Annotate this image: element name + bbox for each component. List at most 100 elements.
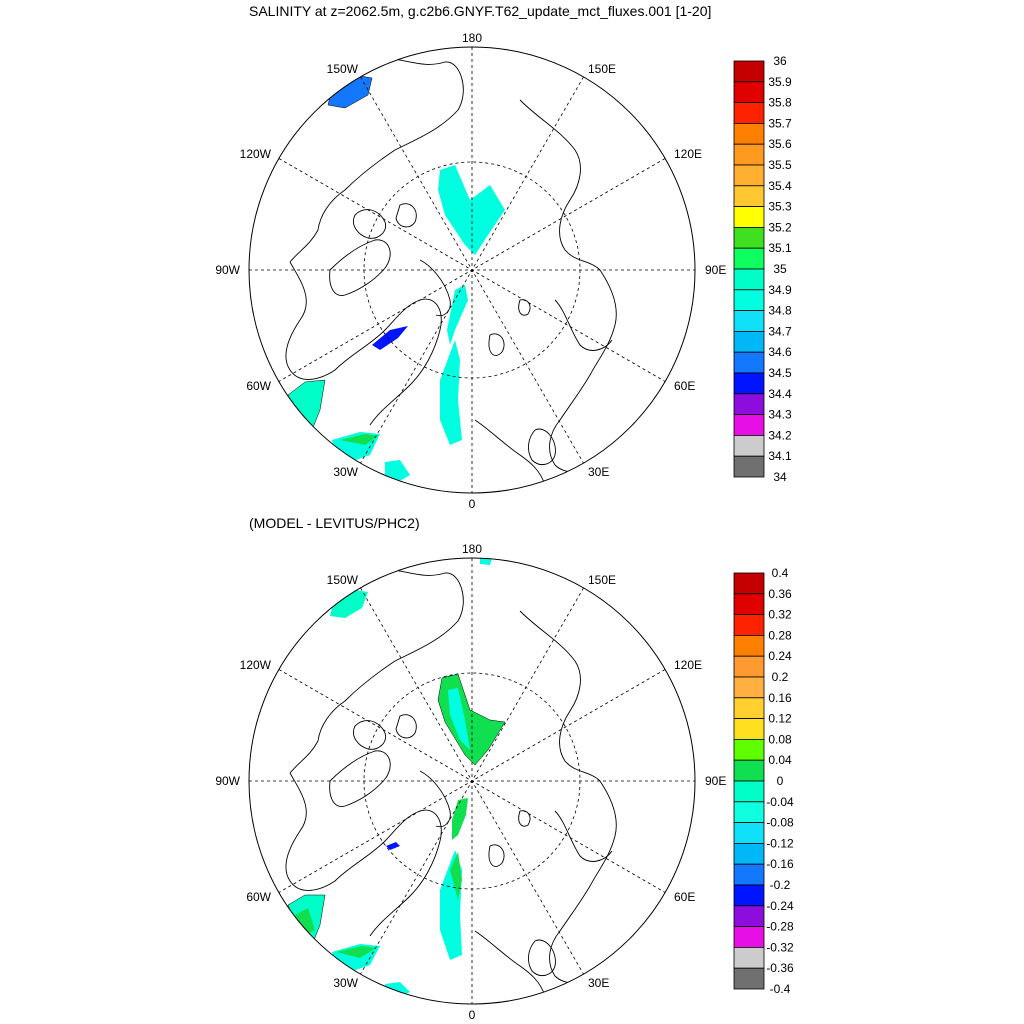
bottom-colorbar-swatch — [733, 676, 765, 699]
bottom-colorbar-swatch — [733, 739, 765, 761]
top-map-content — [285, 58, 617, 486]
top-lon-label-60e: 60E — [674, 379, 695, 393]
top-lon-label-90w: 90W — [215, 263, 240, 277]
bottom-colorbar-tick-label: 0.08 — [768, 732, 792, 746]
top-lon-label-0: 0 — [469, 497, 476, 511]
top-colorbar-tick-label: 34.1 — [768, 449, 792, 463]
top-colorbar-swatch — [733, 310, 765, 332]
top-lon-label-30e: 30E — [588, 465, 609, 479]
top-lon-label-180: 180 — [462, 31, 482, 45]
bottom-colorbar: 0.4 0.36 0.32 0.28 0.24 0.2 0.16 0.12 0.08 0.04 0 -… — [733, 566, 794, 996]
bottom-colorbar-tick-label: 0.12 — [768, 712, 792, 726]
top-map-border — [248, 46, 696, 494]
bottom-colorbar-tick-label: 0.32 — [768, 608, 792, 622]
bottom-colorbar-swatch — [733, 655, 765, 678]
bottom-colorbar-tick-label: -0.08 — [766, 816, 794, 830]
top-colorbar-tick-label: 34.5 — [768, 366, 792, 380]
top-colorbar-tick-label: 35.9 — [768, 75, 792, 89]
top-colorbar-tick-label: 34.3 — [768, 408, 792, 422]
bottom-colorbar-tick-label: -0.36 — [766, 961, 794, 975]
difference-title: (MODEL - LEVITUS/PHC2) — [249, 515, 420, 531]
top-colorbar-tick-label: 35.5 — [768, 158, 792, 172]
bottom-lon-label-90e: 90E — [705, 774, 726, 788]
bottom-colorbar-swatch — [733, 884, 765, 907]
bottom-colorbar-tick-label: -0.16 — [766, 857, 794, 871]
top-colorbar-tick-label: 35 — [773, 262, 787, 276]
bottom-lon-label-150e: 150E — [588, 573, 616, 587]
bottom-lon-label-180: 180 — [462, 542, 482, 556]
bottom-colorbar-swatch — [733, 905, 765, 927]
top-colorbar-tick-label: 35.6 — [768, 137, 792, 151]
top-colorbar-swatch — [733, 206, 765, 228]
bottom-colorbar-swatch — [733, 614, 765, 636]
top-colorbar-swatch — [733, 434, 765, 457]
top-colorbar-swatch — [733, 60, 765, 83]
bottom-colorbar-swatch — [733, 863, 765, 886]
top-lon-label-60w: 60W — [246, 379, 271, 393]
bottom-colorbar-tick-label: 0.36 — [768, 587, 792, 601]
top-colorbar-tick-label: 35.4 — [768, 179, 792, 193]
top-coastlines — [285, 58, 617, 486]
top-colorbar-swatch — [733, 372, 765, 395]
top-colorbar-swatch — [733, 185, 765, 208]
top-colorbar-tick-label: 34.4 — [768, 387, 792, 401]
bottom-colorbar-tick-label: -0.28 — [766, 920, 794, 934]
bottom-lon-label-30e: 30E — [588, 976, 609, 990]
top-colorbar-tick-label: 35.2 — [768, 220, 792, 234]
top-colorbar-tick-label: 36 — [773, 54, 787, 68]
top-colorbar-tick-label: 34.9 — [768, 283, 792, 297]
bottom-colorbar-tick-label: -0.24 — [766, 899, 794, 913]
main-title: SALINITY at z=2062.5m, g.c2b6.GNYF.T62_u… — [249, 3, 712, 19]
bottom-colorbar-tick-label: -0.4 — [770, 982, 791, 996]
top-colorbar-tick-label: 35.3 — [768, 200, 792, 214]
bottom-colorbar-tick-label: 0.28 — [768, 628, 792, 642]
bottom-map-border — [248, 557, 696, 1005]
top-salinity-fills — [287, 74, 505, 482]
bottom-lon-label-90w: 90W — [215, 774, 240, 788]
top-colorbar-swatch — [733, 81, 765, 104]
bottom-colorbar-swatch — [733, 697, 765, 719]
bottom-colorbar-swatch — [733, 926, 765, 948]
top-colorbar-tick-label: 34.7 — [768, 324, 792, 338]
top-colorbar-tick-label: 35.8 — [768, 96, 792, 110]
top-colorbar-tick-label: 34.2 — [768, 428, 792, 442]
bottom-colorbar-tick-label: -0.12 — [766, 836, 794, 850]
top-colorbar-swatch — [733, 393, 765, 415]
bottom-lon-label-150w: 150W — [327, 573, 359, 587]
bottom-lon-label-60w: 60W — [246, 890, 271, 904]
top-colorbar-swatch — [733, 123, 765, 145]
bottom-graticule — [249, 558, 695, 1004]
top-lon-label-90e: 90E — [705, 263, 726, 277]
top-colorbar-tick-label: 35.1 — [768, 241, 792, 255]
bottom-lon-label-0: 0 — [469, 1008, 476, 1022]
top-colorbar-swatch — [733, 268, 765, 291]
top-colorbar-swatch — [733, 455, 765, 478]
top-graticule — [249, 47, 695, 493]
bottom-lon-label-120w: 120W — [240, 658, 272, 672]
top-colorbar: 36 35.9 35.8 35.7 35.6 35.5 35.4 35.3 35.2 35.1 35… — [733, 54, 792, 484]
bottom-colorbar-swatch — [733, 967, 765, 990]
bottom-colorbar-tick-label: -0.04 — [766, 795, 794, 809]
top-colorbar-tick-label: 34.8 — [768, 304, 792, 318]
top-colorbar-swatch — [733, 414, 765, 436]
bottom-colorbar-swatch — [733, 635, 765, 657]
top-colorbar-tick-label: 34.6 — [768, 345, 792, 359]
bottom-colorbar-tick-label: 0.16 — [768, 691, 792, 705]
bottom-colorbar-swatch — [733, 572, 765, 595]
bottom-lon-label-120e: 120E — [674, 658, 702, 672]
top-lon-label-120w: 120W — [240, 147, 272, 161]
bottom-lon-label-60e: 60E — [674, 890, 695, 904]
bottom-map: 180 150E 120E 90E 60E 30E 0 30W 60W 90W … — [215, 542, 726, 1022]
bottom-colorbar-swatch — [733, 822, 765, 844]
bottom-colorbar-tick-label: 0.04 — [768, 753, 792, 767]
top-lon-label-30w: 30W — [333, 465, 358, 479]
bottom-colorbar-swatch — [733, 759, 765, 782]
bottom-colorbar-tick-label: 0.4 — [772, 566, 789, 580]
bottom-colorbar-tick-label: 0.2 — [772, 670, 789, 684]
top-colorbar-swatch — [733, 226, 765, 249]
top-lon-label-120e: 120E — [674, 147, 702, 161]
top-colorbar-swatch — [733, 164, 765, 187]
bottom-difference-fills — [287, 558, 506, 998]
bottom-colorbar-swatch — [733, 718, 765, 740]
